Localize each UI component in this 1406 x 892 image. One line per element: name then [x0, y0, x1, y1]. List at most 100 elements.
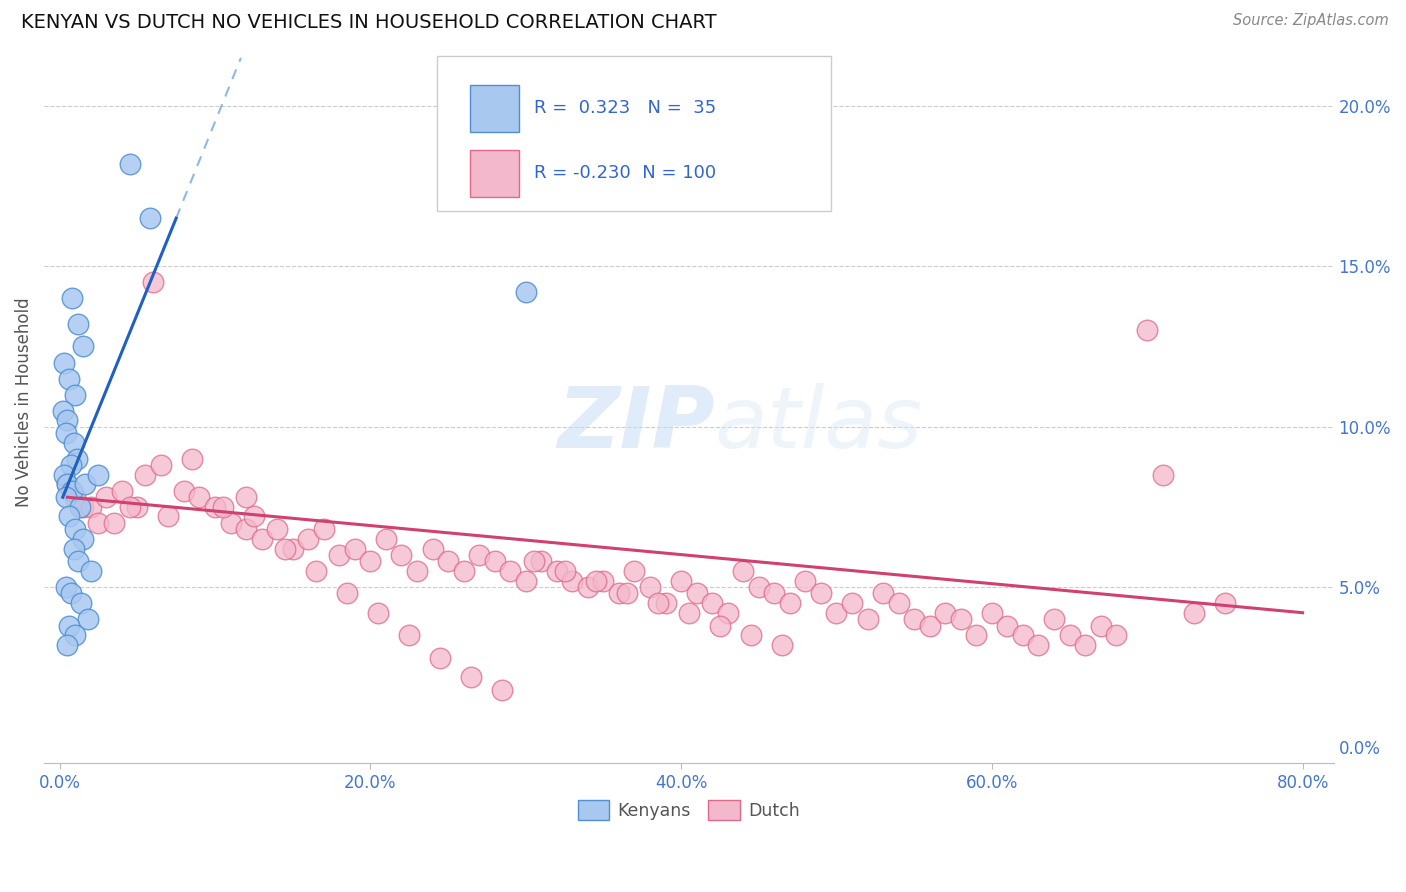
Point: [453, 564, 475, 578]
Point: [52, 403, 75, 417]
Point: [561, 574, 583, 588]
Text: ZIP: ZIP: [557, 383, 714, 466]
Point: [856, 612, 879, 626]
Point: [76, 612, 98, 626]
Point: [763, 586, 786, 600]
Point: [63, 490, 86, 504]
FancyBboxPatch shape: [470, 150, 519, 196]
Point: [235, 490, 257, 504]
Point: [647, 596, 669, 610]
Point: [484, 554, 506, 568]
Point: [779, 596, 801, 610]
Point: [266, 522, 288, 536]
Point: [87, 467, 110, 482]
Point: [67, 554, 90, 568]
Point: [546, 564, 568, 578]
Point: [872, 586, 894, 600]
Point: [1090, 618, 1112, 632]
Point: [918, 618, 941, 632]
Point: [56, 477, 79, 491]
Point: [669, 574, 692, 588]
Point: [903, 612, 925, 626]
Text: R = -0.230  N = 100: R = -0.230 N = 100: [534, 164, 716, 182]
Point: [56, 638, 79, 652]
Point: [1059, 628, 1081, 642]
Point: [949, 612, 972, 626]
Point: [157, 509, 180, 524]
Point: [887, 596, 910, 610]
Point: [398, 628, 420, 642]
Point: [73, 477, 96, 491]
Point: [297, 532, 319, 546]
Point: [623, 564, 645, 578]
Point: [794, 574, 817, 588]
Point: [654, 596, 676, 610]
Point: [391, 548, 413, 562]
Point: [58, 618, 80, 632]
Point: [522, 554, 544, 568]
Point: [1074, 638, 1097, 652]
FancyBboxPatch shape: [437, 56, 831, 211]
Point: [810, 586, 832, 600]
Point: [841, 596, 863, 610]
Point: [468, 548, 491, 562]
Point: [72, 500, 94, 514]
Point: [607, 586, 630, 600]
Point: [87, 516, 110, 530]
Point: [211, 500, 233, 514]
Point: [80, 564, 103, 578]
Point: [825, 606, 848, 620]
Point: [281, 541, 304, 556]
Point: [685, 586, 707, 600]
Point: [274, 541, 297, 556]
Point: [585, 574, 607, 588]
Point: [343, 541, 366, 556]
Point: [55, 580, 77, 594]
Point: [1105, 628, 1128, 642]
Point: [592, 574, 614, 588]
Point: [118, 156, 141, 170]
Point: [336, 586, 359, 600]
Point: [1012, 628, 1035, 642]
Point: [70, 596, 93, 610]
Point: [491, 682, 513, 697]
Point: [56, 413, 79, 427]
Point: [111, 483, 134, 498]
Point: [243, 509, 266, 524]
Point: [134, 467, 156, 482]
Point: [118, 500, 141, 514]
Point: [717, 606, 740, 620]
Point: [995, 618, 1018, 632]
Point: [204, 500, 226, 514]
Point: [188, 490, 211, 504]
Legend: Kenyans, Dutch: Kenyans, Dutch: [571, 793, 807, 827]
Point: [250, 532, 273, 546]
Point: [53, 467, 76, 482]
Point: [1136, 323, 1159, 337]
Point: [515, 285, 537, 299]
Point: [1182, 606, 1205, 620]
FancyBboxPatch shape: [470, 85, 519, 132]
Point: [770, 638, 793, 652]
Point: [429, 650, 451, 665]
Point: [72, 339, 94, 353]
Point: [460, 670, 482, 684]
Point: [422, 541, 444, 556]
Point: [127, 500, 149, 514]
Point: [733, 564, 755, 578]
Point: [60, 483, 83, 498]
Point: [437, 554, 460, 568]
Point: [66, 451, 89, 466]
Point: [173, 483, 195, 498]
Point: [80, 500, 103, 514]
Text: Source: ZipAtlas.com: Source: ZipAtlas.com: [1233, 13, 1389, 29]
Point: [374, 532, 396, 546]
Point: [62, 541, 84, 556]
Point: [69, 500, 91, 514]
Point: [149, 458, 172, 472]
Point: [1043, 612, 1066, 626]
Point: [63, 628, 86, 642]
Point: [748, 580, 770, 594]
Point: [328, 548, 350, 562]
Point: [58, 371, 80, 385]
